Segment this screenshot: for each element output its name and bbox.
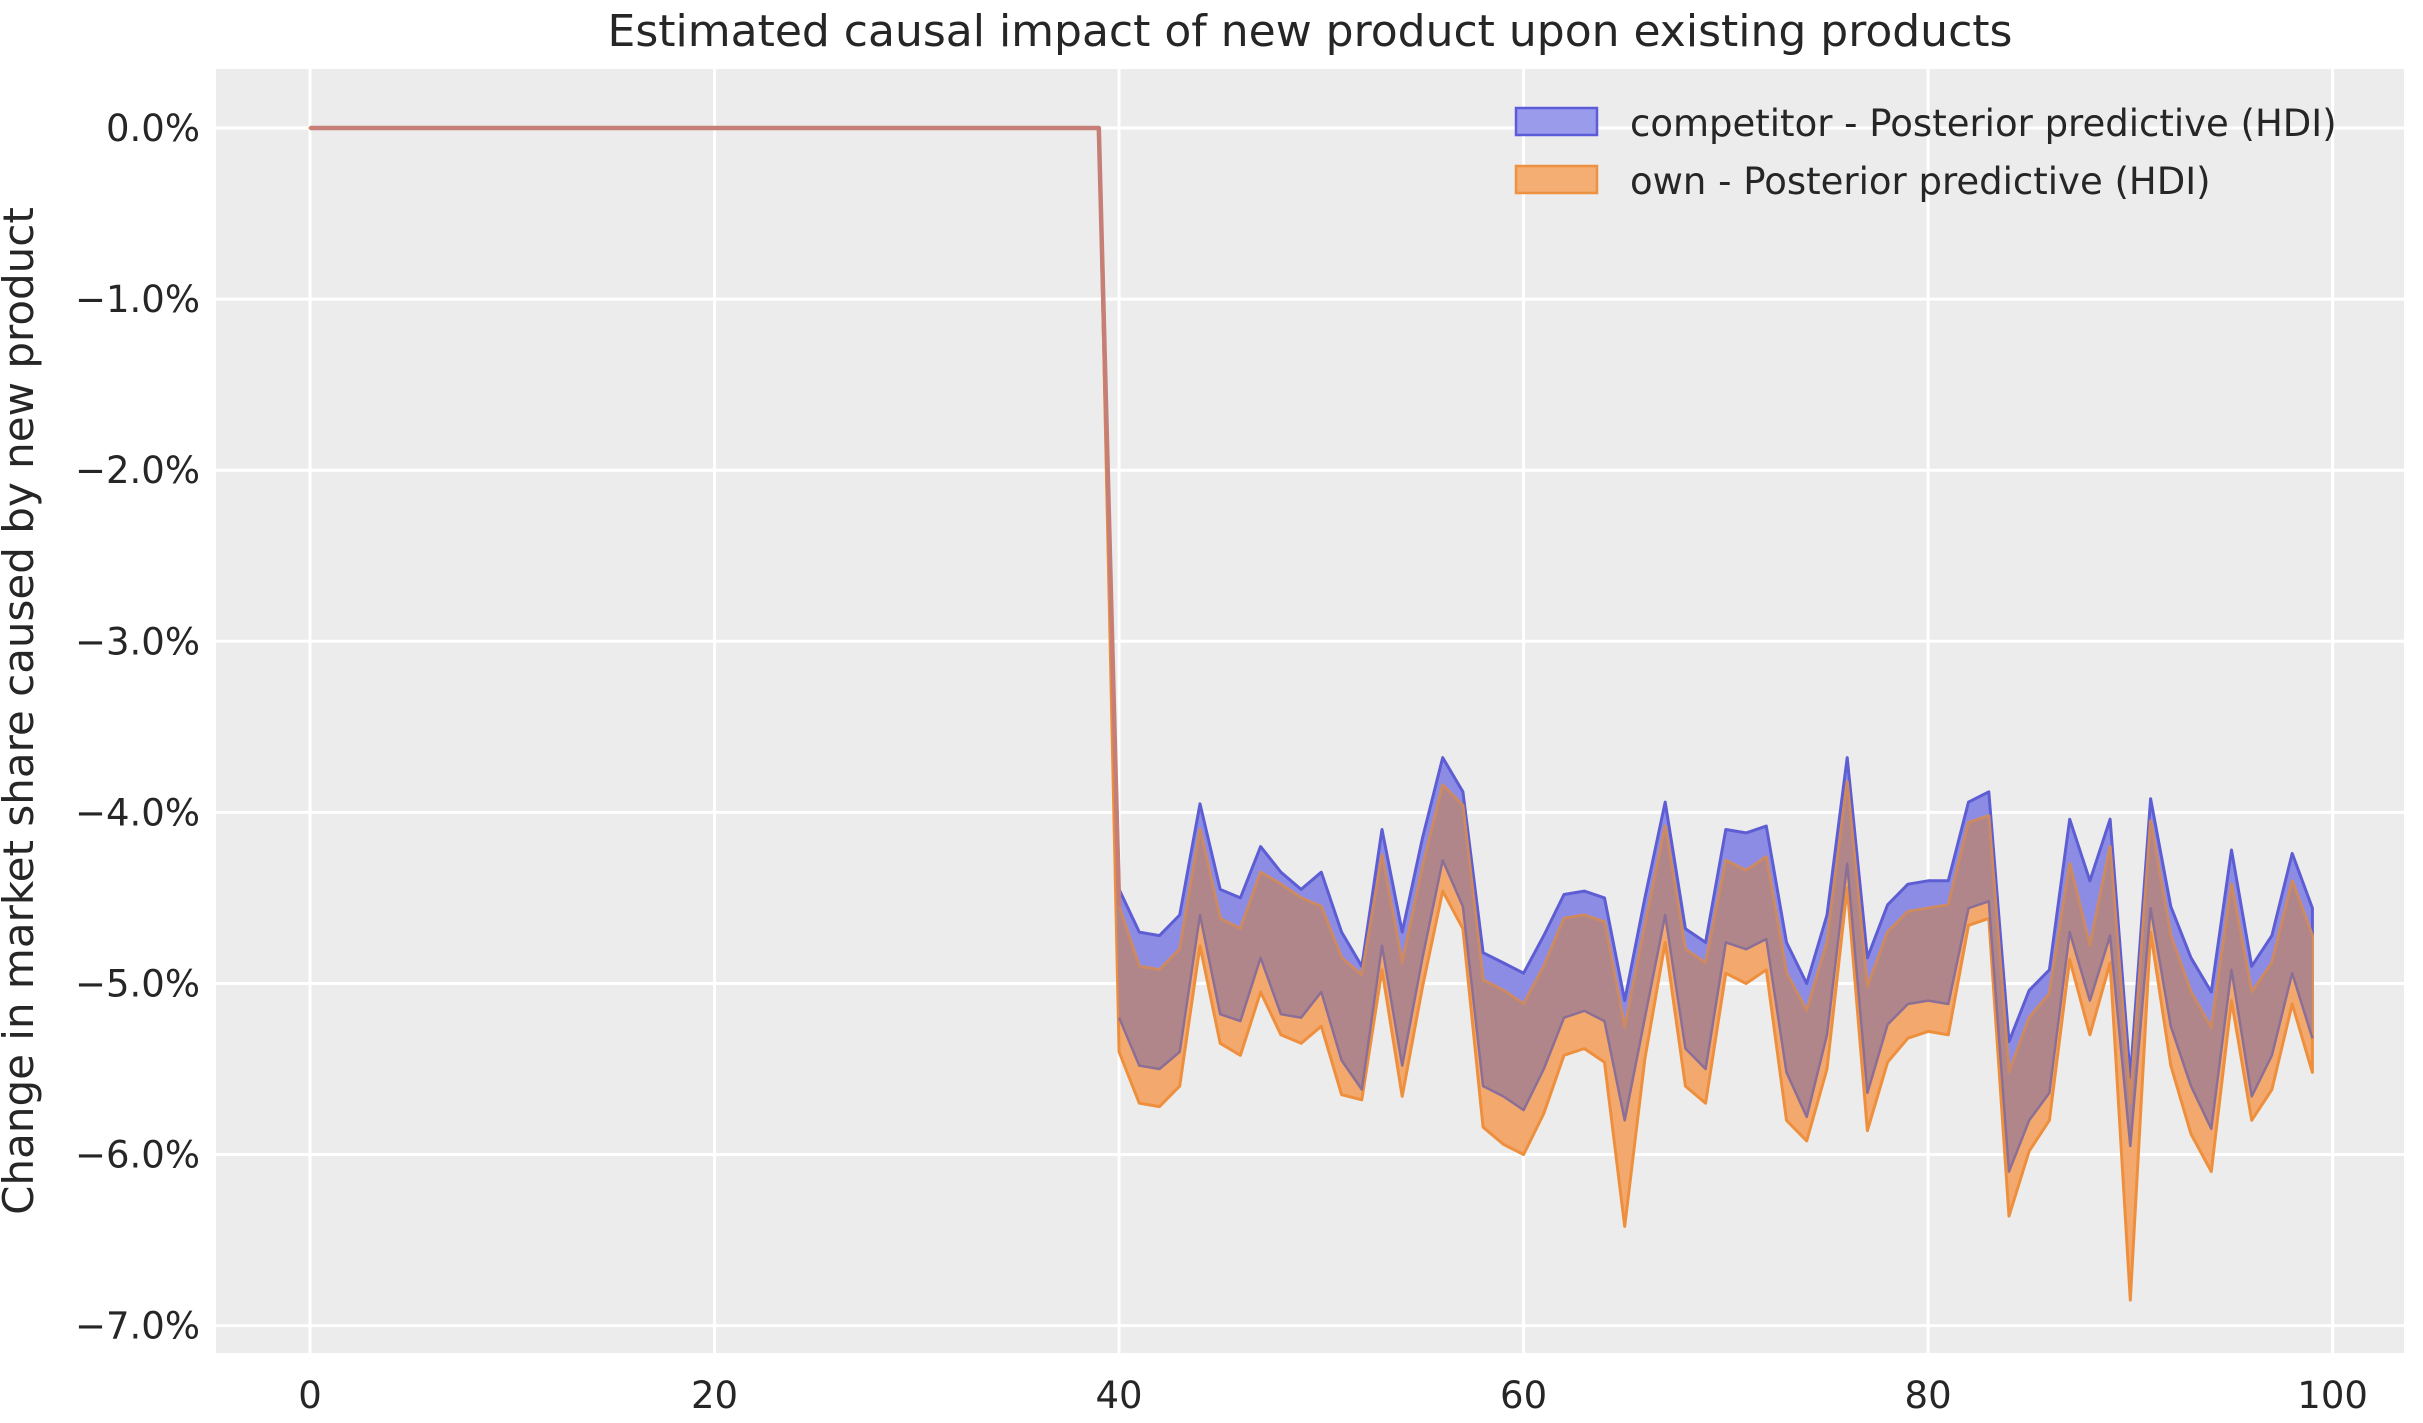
y-tick-labels: 0.0% −1.0% −2.0% −3.0% −4.0% −5.0% −6.0% −7.0% [75, 107, 200, 1348]
x-tick-label: 0 [298, 1374, 322, 1417]
hdi-bands [308, 125, 2314, 1302]
y-tick-label: −4.0% [75, 791, 200, 834]
chart-title: Estimated causal impact of new product u… [608, 6, 2013, 57]
x-tick-label: 40 [1096, 1374, 1143, 1417]
legend: competitor - Posterior predictive (HDI) … [1514, 102, 2337, 203]
y-tick-label: −3.0% [75, 620, 200, 663]
y-tick-label: −7.0% [75, 1305, 200, 1348]
competitor-lower-edge-line [1117, 859, 2314, 1173]
y-tick-label: −6.0% [75, 1134, 200, 1177]
x-tick-label: 60 [1500, 1374, 1547, 1417]
legend-swatch-own [1514, 164, 1599, 195]
hdi-overlap-region [310, 128, 2313, 1172]
plot-area [216, 69, 2404, 1353]
legend-label-competitor: competitor - Posterior predictive (HDI) [1630, 102, 2337, 145]
y-tick-label: −1.0% [75, 278, 200, 321]
y-axis-label: Change in market share caused by new pro… [0, 207, 43, 1215]
y-tick-label: −5.0% [75, 962, 200, 1005]
gridlines [216, 69, 2404, 1353]
x-tick-labels: 0 20 40 60 80 100 [298, 1374, 2368, 1417]
x-tick-label: 100 [2297, 1374, 2368, 1417]
y-tick-label: 0.0% [106, 107, 200, 150]
own-upper-edge-line [1117, 780, 2314, 1105]
x-tick-label: 20 [691, 1374, 738, 1417]
pre-period-zero-line [310, 125, 1122, 907]
legend-label-own: own - Posterior predictive (HDI) [1630, 160, 2211, 203]
legend-swatch-competitor [1514, 106, 1599, 137]
y-tick-label: −2.0% [75, 449, 200, 492]
x-tick-label: 80 [1905, 1374, 1952, 1417]
